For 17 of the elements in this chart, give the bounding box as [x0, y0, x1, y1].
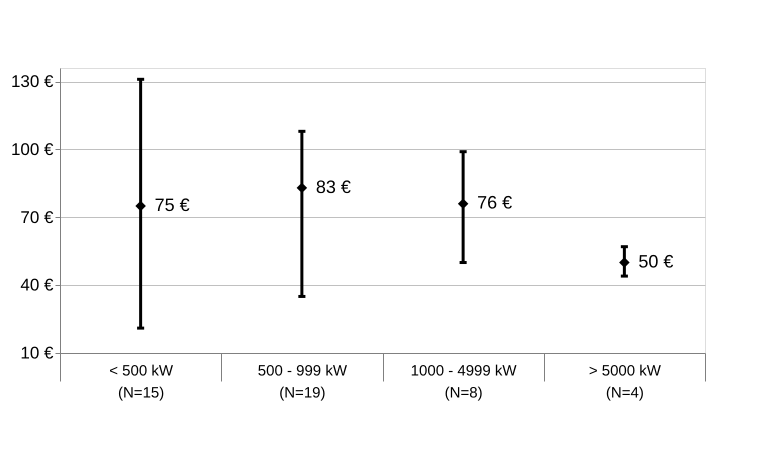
x-tick-label: > 5000 kW (N=4): [588, 362, 662, 402]
data-label: 83 €: [316, 176, 351, 197]
y-tick-label: 130 €: [10, 72, 54, 92]
point: [619, 257, 630, 268]
y-tick-label: 10 €: [20, 344, 54, 362]
data-label: 75 €: [154, 194, 190, 215]
x-tick-label: 1000 - 4999 kW (N=8): [410, 362, 518, 402]
y-tick-label: 70 €: [20, 208, 54, 227]
x-tick-label: < 500 kW (N=15): [109, 362, 174, 402]
point: [135, 200, 146, 212]
x-tick-label: 500 - 999 kW (N=19): [258, 362, 348, 402]
point: [296, 182, 308, 194]
point: [458, 198, 468, 209]
y-tick-label: 100 €: [10, 140, 54, 159]
y-tick-label: 40 €: [20, 276, 54, 295]
data-label: 50 €: [638, 252, 674, 272]
data-label: 76 €: [477, 192, 512, 213]
